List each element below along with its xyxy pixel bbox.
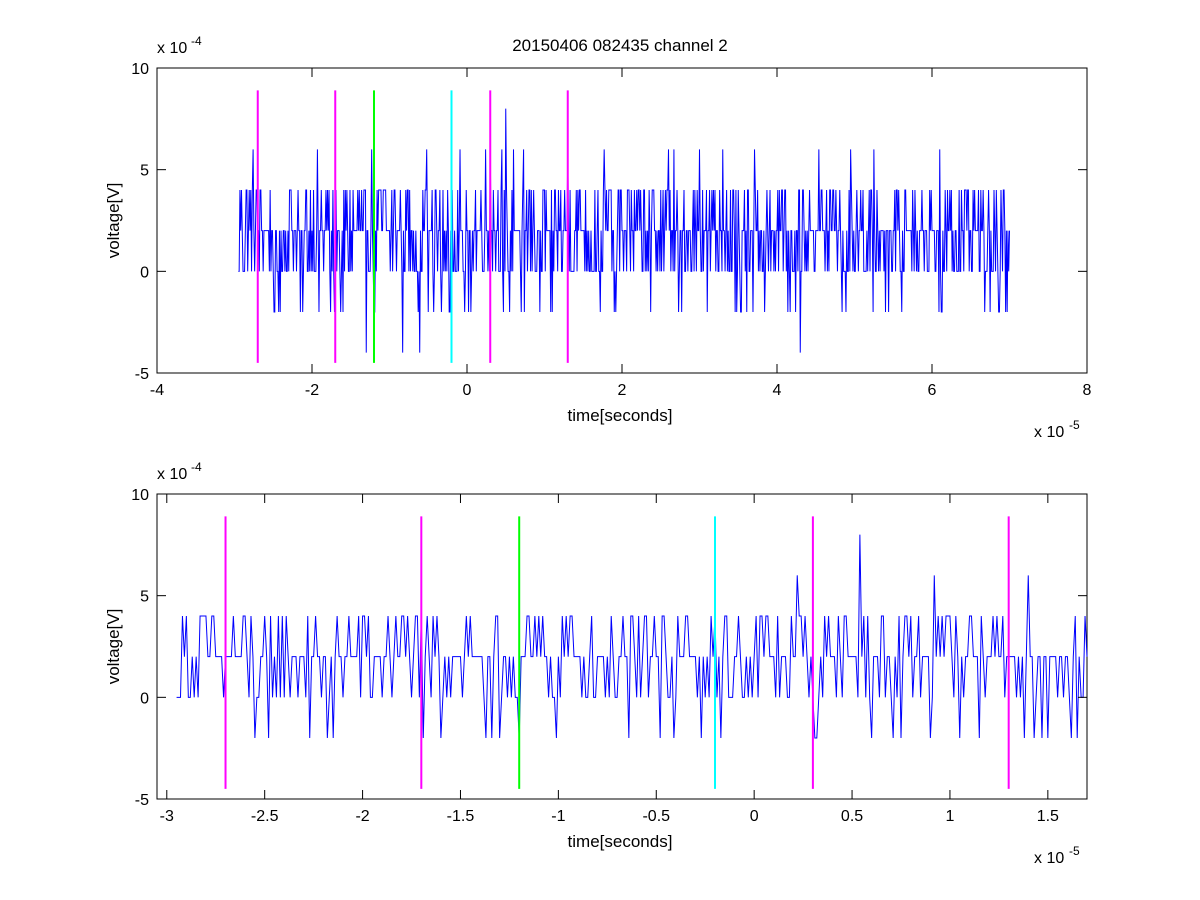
- x-tick-label: -2.5: [251, 808, 279, 825]
- x-tick-label: 0.5: [841, 808, 863, 825]
- data-series-line: [238, 108, 1010, 353]
- x-tick-label: 2: [618, 382, 627, 399]
- x-exponent-base: x 10: [1034, 424, 1064, 441]
- x-tick-label: 0: [463, 382, 472, 399]
- y-tick-label: 10: [131, 61, 149, 78]
- bottom-subplot: -3 -2.5 -2 -1.5 -1 -0.5 0 0.5 1 1.5 -5 0 5 10 time[sec…: [104, 460, 1088, 867]
- x-exponent-power: -5: [1069, 418, 1080, 432]
- y-tick-label: -5: [135, 792, 149, 809]
- x-exponent-power: -5: [1069, 844, 1080, 858]
- x-tick-label: -3: [160, 808, 174, 825]
- y-tick-label: 0: [140, 264, 149, 281]
- y-tick-label: -5: [135, 366, 149, 383]
- y-tick-label: 5: [140, 163, 149, 180]
- x-tick-label: 4: [773, 382, 782, 399]
- y-tick-label: 5: [140, 589, 149, 606]
- y-exponent-power: -4: [191, 460, 202, 474]
- y-tick-label: 10: [131, 487, 149, 504]
- x-tick-label: -0.5: [642, 808, 670, 825]
- x-tick-label: -1.5: [447, 808, 475, 825]
- y-tick-label: 0: [140, 690, 149, 707]
- top-subplot: -4 -2 0 2 4 6 8 -5 0 5 10 time[seconds] voltage[V] x …: [104, 34, 1092, 441]
- figure-title: 20150406 082435 channel 2: [512, 36, 728, 55]
- x-tick-label: 8: [1083, 382, 1092, 399]
- y-exponent-power: -4: [191, 34, 202, 48]
- y-exponent-base: x 10: [157, 466, 187, 483]
- x-tick-label: -2: [355, 808, 369, 825]
- y-axis-label: voltage[V]: [104, 609, 123, 685]
- x-tick-label: 0: [750, 808, 759, 825]
- x-exponent-base: x 10: [1034, 850, 1064, 867]
- x-tick-label: 6: [928, 382, 937, 399]
- data-series-line: [176, 534, 1088, 739]
- x-tick-label: 1.5: [1037, 808, 1059, 825]
- x-axis-label: time[seconds]: [568, 832, 673, 851]
- y-axis-label: voltage[V]: [104, 183, 123, 259]
- x-tick-label: 1: [945, 808, 954, 825]
- y-exponent-base: x 10: [157, 40, 187, 57]
- x-tick-label: -4: [150, 382, 164, 399]
- x-tick-label: -1: [551, 808, 565, 825]
- x-axis-label: time[seconds]: [568, 406, 673, 425]
- x-tick-label: -2: [305, 382, 319, 399]
